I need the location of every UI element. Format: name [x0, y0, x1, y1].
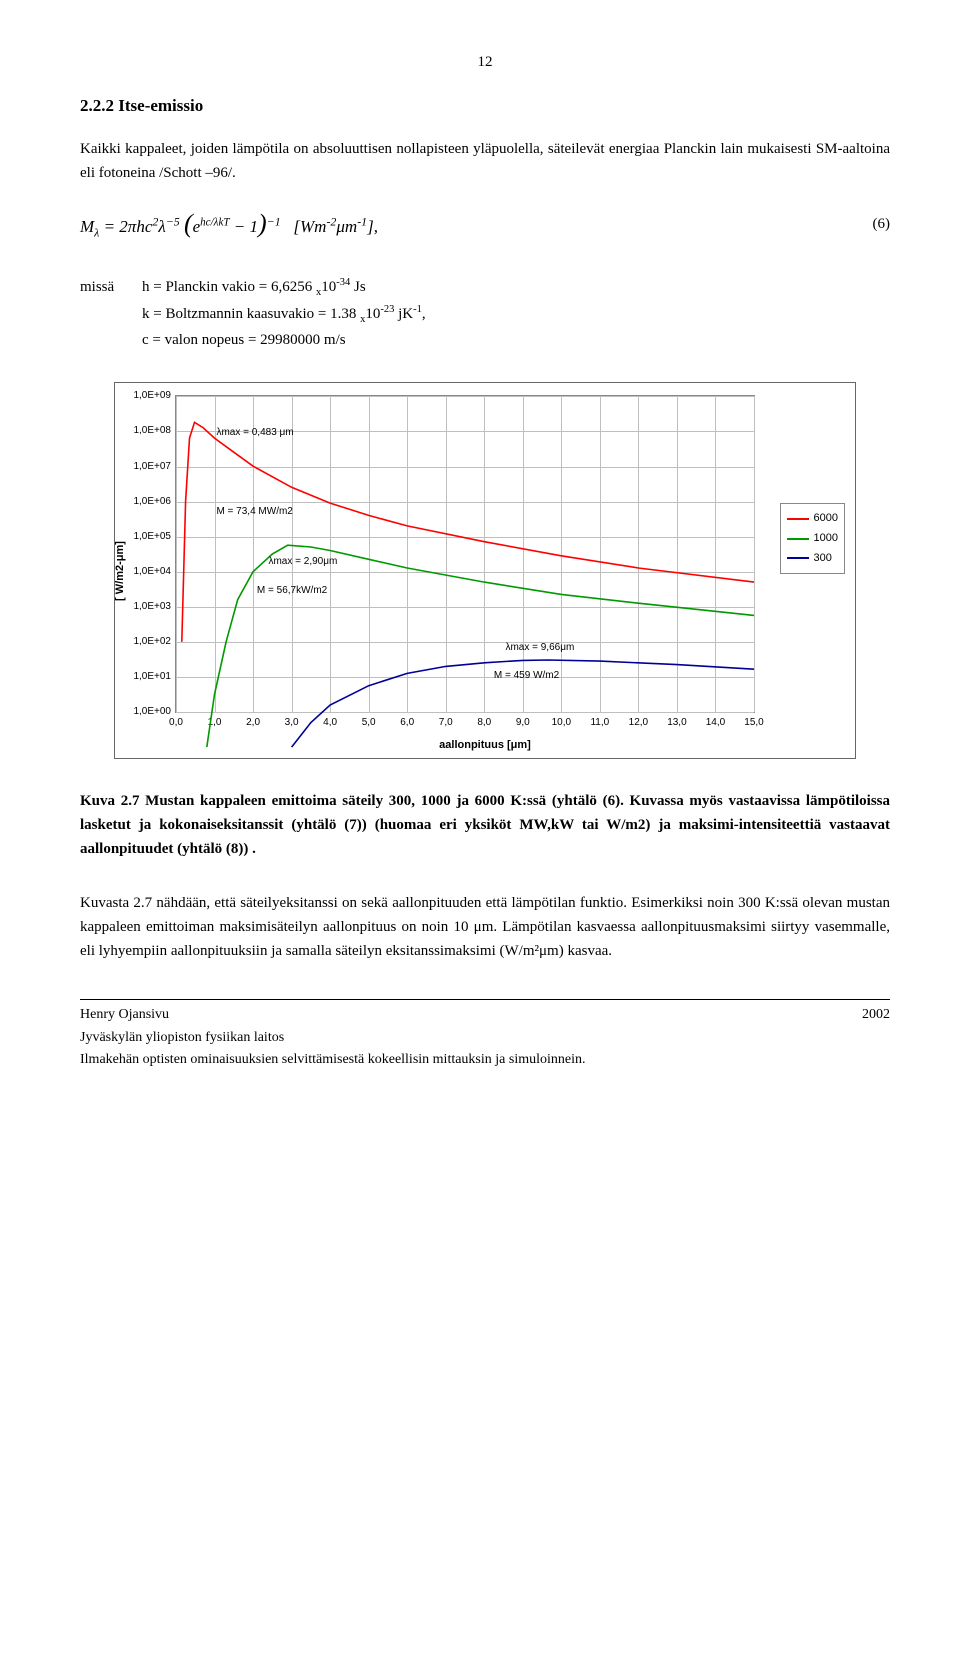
ytick: 1,0E+05 [133, 529, 176, 545]
legend-swatch [787, 518, 809, 520]
footer-line3: Ilmakehän optisten ominaisuuksien selvit… [80, 1049, 890, 1071]
chart-annotation: λmax = 9,66μm [505, 640, 574, 656]
legend-item: 6000 [787, 510, 838, 528]
xtick: 15,0 [744, 712, 763, 731]
xtick: 3,0 [285, 712, 299, 731]
body-paragraph-2: Kuvasta 2.7 nähdään, että säteilyeksitan… [80, 891, 890, 963]
legend-label: 300 [814, 550, 832, 568]
ytick: 1,0E+09 [133, 388, 176, 404]
legend-label: 6000 [814, 510, 838, 528]
chart-ylabel: [ W/m2-μm] [112, 541, 130, 601]
where-block: missä h = Planckin vakio = 6,6256 x10-34… [80, 275, 890, 353]
section-heading: 2.2.2 Itse-emissio [80, 92, 890, 119]
plot-area: 1,0E+001,0E+011,0E+021,0E+031,0E+041,0E+… [175, 395, 755, 713]
xtick: 14,0 [706, 712, 725, 731]
equation-6-number: (6) [873, 212, 891, 236]
legend-swatch [787, 557, 809, 559]
equation-6-body: Mλ = 2πhc2λ−5 (ehc/λkT − 1)−1 [Wm-2μm-1]… [80, 203, 378, 245]
where-line-1: h = Planckin vakio = 6,6256 x10-34 Js [142, 275, 890, 302]
chart-annotation: M = 56,7kW/m2 [257, 583, 327, 599]
planck-chart: [ W/m2-μm] aallonpituus [μm] 1,0E+001,0E… [114, 382, 856, 759]
footer-year: 2002 [862, 1004, 890, 1026]
legend-item: 300 [787, 550, 838, 568]
figure-caption: Kuva 2.7 Mustan kappaleen emittoima säte… [80, 789, 890, 861]
series-6000K [182, 423, 754, 643]
ytick: 1,0E+02 [133, 634, 176, 650]
xtick: 8,0 [477, 712, 491, 731]
xtick: 0,0 [169, 712, 183, 731]
chart-xlabel: aallonpituus [μm] [439, 737, 531, 755]
ytick: 1,0E+07 [133, 459, 176, 475]
equation-6: Mλ = 2πhc2λ−5 (ehc/λkT − 1)−1 [Wm-2μm-1]… [80, 203, 890, 245]
xtick: 5,0 [362, 712, 376, 731]
chart-legend: 6000 1000 300 [780, 503, 845, 574]
intro-paragraph: Kaikki kappaleet, joiden lämpötila on ab… [80, 137, 890, 185]
xtick: 9,0 [516, 712, 530, 731]
xtick: 4,0 [323, 712, 337, 731]
xtick: 11,0 [590, 712, 609, 731]
chart-annotation: λmax = 0,483 μm [216, 425, 293, 441]
ytick: 1,0E+06 [133, 494, 176, 510]
ytick: 1,0E+03 [133, 599, 176, 615]
where-line-2: k = Boltzmannin kaasuvakio = 1.38 x10-23… [142, 302, 890, 329]
footer-author: Henry Ojansivu [80, 1004, 169, 1026]
legend-swatch [787, 538, 809, 540]
page-footer: Henry Ojansivu 2002 [80, 999, 890, 1026]
xtick: 12,0 [629, 712, 648, 731]
xtick: 7,0 [439, 712, 453, 731]
xtick: 6,0 [400, 712, 414, 731]
ytick: 1,0E+04 [133, 564, 176, 580]
xtick: 13,0 [667, 712, 686, 731]
where-line-3: c = valon nopeus = 29980000 m/s [142, 328, 890, 352]
where-label: missä [80, 275, 142, 302]
legend-item: 1000 [787, 530, 838, 548]
chart-annotation: M = 73,4 MW/m2 [216, 504, 292, 520]
ytick: 1,0E+08 [133, 423, 176, 439]
xtick: 10,0 [552, 712, 571, 731]
chart-annotation: M = 459 W/m2 [494, 668, 559, 684]
xtick: 2,0 [246, 712, 260, 731]
footer-line2: Jyväskylän yliopiston fysiikan laitos [80, 1027, 890, 1049]
chart-annotation: λmax = 2,90μm [268, 554, 337, 570]
ytick: 1,0E+01 [133, 669, 176, 685]
legend-label: 1000 [814, 530, 838, 548]
page-number: 12 [80, 50, 890, 74]
